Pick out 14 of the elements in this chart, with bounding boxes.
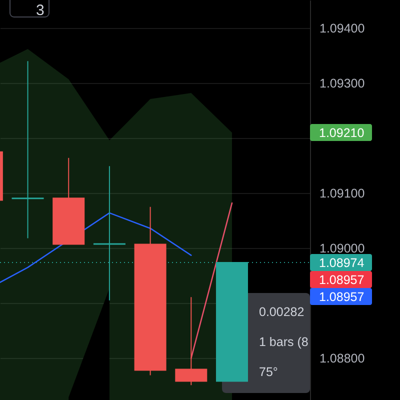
text: 1.09210 bbox=[319, 126, 364, 140]
y-tick-label: 1.09100 bbox=[320, 186, 365, 201]
candlestick bbox=[12, 60, 44, 239]
text: 1.08957 bbox=[319, 290, 364, 304]
text: 75° bbox=[259, 365, 278, 379]
text: 0.00282 bbox=[259, 305, 304, 319]
ref-line-label: 1.08974 bbox=[319, 256, 364, 270]
y-tick-label: 1.08800 bbox=[320, 352, 365, 366]
text: 1 bars (8 bbox=[259, 335, 308, 349]
annotation: 3 bbox=[36, 2, 44, 19]
y-tick-label: 1.09300 bbox=[320, 76, 365, 91]
y-tick-label: 1.09000 bbox=[320, 242, 365, 256]
y-tick-label: 1.09400 bbox=[320, 22, 365, 36]
text: 1.08957 bbox=[319, 272, 364, 287]
